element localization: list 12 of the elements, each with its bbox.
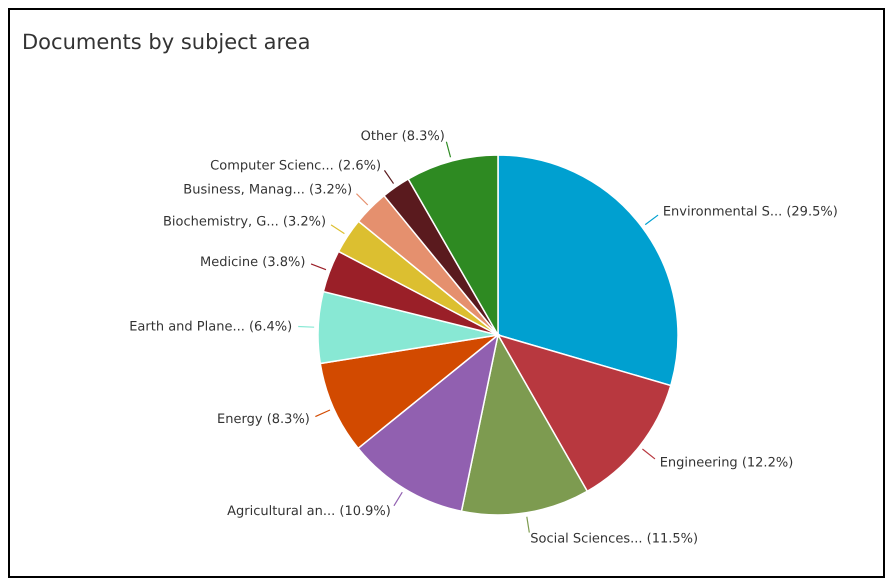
slice-label: Biochemistry, G... (3.2%) xyxy=(162,214,326,230)
slice-label: Social Sciences... (11.5%) xyxy=(530,531,698,546)
slice-label: Medicine (3.8%) xyxy=(200,254,306,270)
slice-label: Environmental S... (29.5%) xyxy=(662,204,838,220)
slice-label: Engineering (12.2%) xyxy=(660,456,794,471)
slice-label: Other (8.3%) xyxy=(360,128,445,144)
slice-label: Computer Scienc... (2.6%) xyxy=(210,158,382,174)
chart-title: Documents by subject area xyxy=(22,30,310,54)
slice-label: Business, Manag... (3.2%) xyxy=(183,182,352,198)
slice-label: Energy (8.3%) xyxy=(217,412,310,427)
slice-label: Earth and Plane... (6.4%) xyxy=(129,319,292,334)
slice-label: Agricultural an... (10.9%) xyxy=(227,504,391,519)
